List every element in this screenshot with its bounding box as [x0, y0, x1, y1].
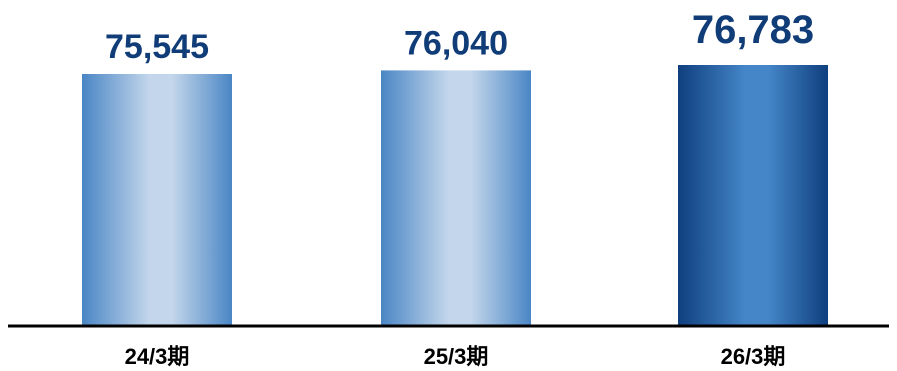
data-label-25/3期: 76,040: [404, 24, 508, 62]
category-label-25/3期: 25/3期: [424, 344, 489, 369]
bar-26/3期: [678, 65, 828, 326]
bar-25/3期: [381, 70, 531, 326]
category-labels-layer: 24/3期 25/3期 26/3期: [125, 344, 786, 369]
data-label-26/3期: 76,783: [692, 8, 814, 52]
category-label-26/3期: 26/3期: [721, 344, 786, 369]
bars-layer: [82, 65, 828, 326]
value-labels-layer: 75,545 76,040 76,783: [105, 8, 814, 66]
data-label-24/3期: 75,545: [105, 28, 209, 66]
bar-24/3期: [82, 74, 232, 326]
category-label-24/3期: 24/3期: [125, 344, 190, 369]
